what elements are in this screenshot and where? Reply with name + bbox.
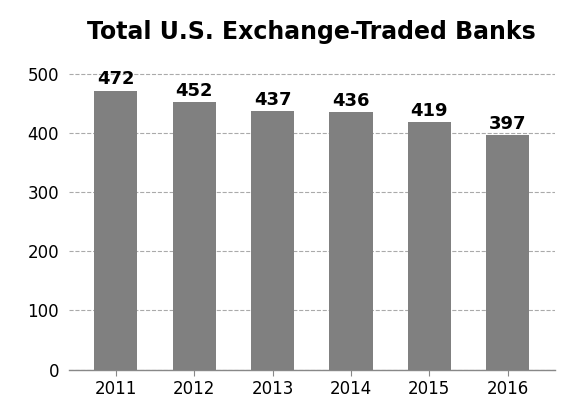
Bar (173, 102, 216, 370)
Bar (408, 122, 451, 370)
Bar (251, 111, 294, 370)
Text: 452: 452 (176, 82, 213, 100)
Bar (329, 112, 372, 370)
Title: Total U.S. Exchange-Traded Banks: Total U.S. Exchange-Traded Banks (88, 20, 536, 44)
Bar (94, 91, 137, 370)
Text: 397: 397 (489, 115, 527, 133)
Bar (486, 135, 529, 370)
Text: 472: 472 (97, 70, 134, 88)
Text: 437: 437 (254, 91, 291, 109)
Text: 419: 419 (411, 102, 448, 120)
Text: 436: 436 (332, 92, 370, 110)
